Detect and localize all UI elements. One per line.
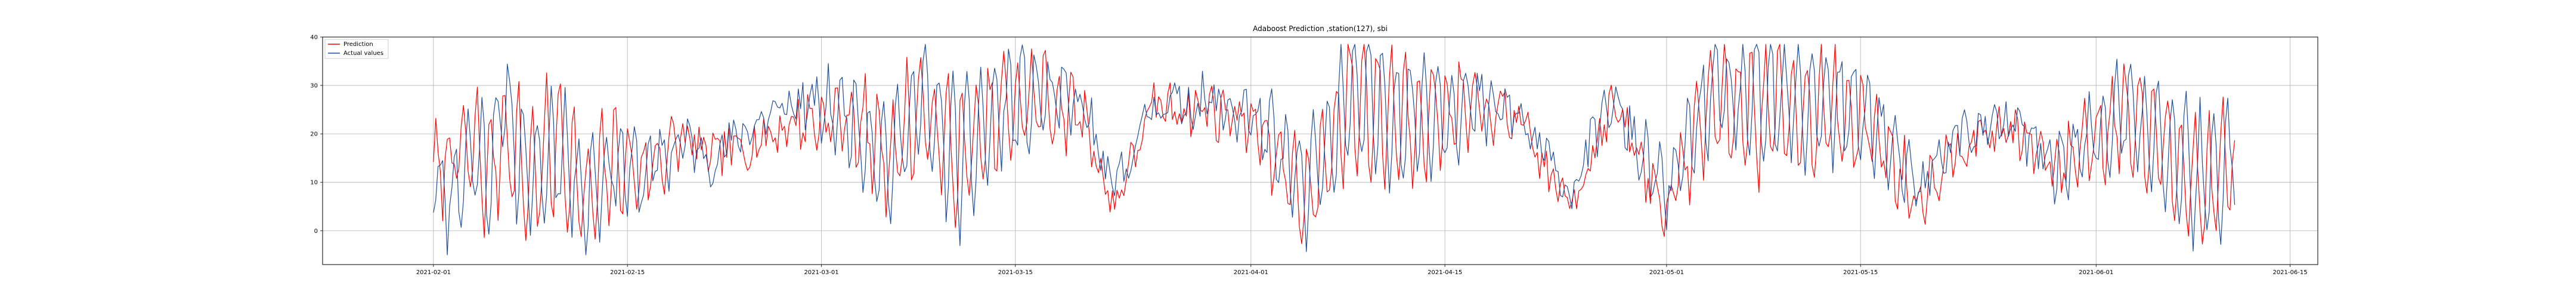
series-line-actual-values xyxy=(433,44,2236,256)
legend-label-prediction: Prediction xyxy=(343,41,373,48)
x-tick-label: 2021-02-01 xyxy=(416,269,451,276)
x-tick-label: 2021-05-01 xyxy=(1649,269,1684,276)
chart-title: Adaboost Prediction ,station(127), sbi xyxy=(1253,24,1388,33)
x-tick-label: 2021-04-01 xyxy=(1234,269,1268,276)
series-line-prediction xyxy=(433,44,2236,245)
y-tick-label: 20 xyxy=(310,131,318,138)
legend: Prediction Actual values xyxy=(324,39,389,59)
series-layer xyxy=(433,44,2236,256)
x-tick-label: 2021-02-15 xyxy=(610,269,645,276)
axis-ticks: 2021-02-01 2021-02-15 2021-03-01 2021-03-15… xyxy=(310,35,2307,277)
legend-label-actual-values: Actual values xyxy=(343,50,383,57)
x-tick-label: 2021-06-01 xyxy=(2079,269,2113,276)
plot-area-frame xyxy=(322,36,2318,265)
x-tick-label: 2021-06-15 xyxy=(2272,269,2307,276)
x-tick-label: 2021-04-15 xyxy=(1428,269,1462,276)
x-tick-label: 2021-03-15 xyxy=(998,269,1033,276)
y-tick-label: 0 xyxy=(314,228,318,235)
x-tick-label: 2021-05-15 xyxy=(1843,269,1878,276)
y-tick-label: 10 xyxy=(310,180,318,186)
y-tick-label: 40 xyxy=(310,35,318,41)
y-tick-label: 30 xyxy=(310,83,318,90)
legend-box xyxy=(324,39,389,59)
x-tick-label: 2021-03-01 xyxy=(804,269,838,276)
